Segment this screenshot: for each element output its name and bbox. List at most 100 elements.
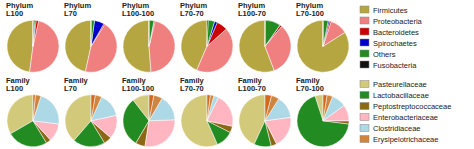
legend-swatch: [360, 39, 369, 46]
legend-swatch: [360, 17, 369, 24]
legend-label: Bacteroidetes: [373, 28, 419, 37]
pie-slices: FirmicutesProteobacteriaBacteroidetesSpi…: [181, 20, 233, 72]
title-line: L70-70: [180, 9, 204, 18]
pie-slice: Firmicutes: [7, 20, 33, 72]
pie-slices: PasteurellaceaeLactobacillaceaePeptostre…: [123, 95, 175, 147]
legend-label: Pasteurellaceae: [373, 80, 427, 89]
title-line: L70-70: [180, 84, 204, 93]
pie-slice: [323, 95, 327, 121]
pie-chart: PhylumL100-70 FirmicutesProteobacteriaBac…: [238, 1, 291, 72]
chart-title: PhylumL100-100: [122, 1, 154, 18]
title-line: L100-100: [122, 9, 154, 18]
pie-chart: FamilyL70-100 PasteurellaceaeLactobacilla…: [296, 76, 349, 147]
chart-title: PhylumL100-70: [238, 1, 266, 18]
title-line: L100: [6, 84, 23, 93]
legend-label: Others: [373, 50, 396, 59]
chart-title: PhylumL70-70: [180, 1, 207, 18]
pie-chart: FamilyL100-100PasteurellaceaeLactobacill…: [122, 76, 175, 147]
pie-slices: PasteurellaceaeLactobacillaceaePeptostre…: [239, 95, 291, 147]
legend-label: Peptostreptococcaceae: [373, 102, 451, 111]
title-line: L70: [64, 9, 77, 18]
pie-slice: [149, 95, 154, 121]
pie-slice: [91, 95, 95, 121]
pie-slice: Clostridiaceae: [207, 96, 218, 121]
chart-title: FamilyL70-70: [180, 76, 205, 93]
pie-slice: Firmicutes: [297, 20, 349, 72]
pie-chart: PhylumL70-70 FirmicutesProteobacteriaBact…: [180, 1, 233, 72]
pie-slice: Enterobacteriaceae: [145, 120, 175, 147]
legend: FirmicutesProteobacteriaBacteroidetesSpi…: [360, 6, 423, 70]
pie-slice: Proteobacteria: [149, 21, 175, 72]
legend-swatch: [360, 103, 369, 110]
title-line: L70-100: [296, 9, 324, 18]
pie-slice: Others: [265, 20, 280, 46]
chart-title: PhylumL70-100: [296, 1, 324, 18]
legend-label: Lactobacillaceae: [373, 91, 429, 100]
pie-slices: FirmicutesProteobacteriaBacteroidetesSpi…: [7, 20, 59, 72]
pie-slice: Firmicutes: [123, 20, 151, 72]
pie-slice: Others: [91, 20, 95, 46]
pie-slice: Fusobacteria: [265, 20, 266, 46]
legend: Pasteurellaceae Lactobacillaceae Peptostre…: [360, 80, 451, 144]
pie-chart: FamilyL70 PasteurellaceaeLactobacillaceae…: [64, 76, 117, 147]
pie-slices: PasteurellaceaeLactobacillaceaePeptostre…: [181, 95, 233, 147]
pie-chart: PhylumL100-100 FirmicutesProteobacteriaBa…: [122, 1, 175, 72]
legend-swatch: [360, 81, 369, 88]
legend-label: Proteobacteria: [373, 17, 423, 26]
title-line: L100-70: [238, 84, 266, 93]
pie-slice: Proteobacteria: [30, 21, 59, 72]
chart-title: FamilyL100: [6, 76, 31, 93]
pie-slice: Others: [207, 20, 215, 46]
pie-slices: PasteurellaceaeLactobacillaceaePeptostre…: [7, 95, 59, 147]
legend-label: Enterobacteriaceae: [373, 113, 438, 122]
legend-swatch: [360, 136, 369, 143]
pie-slice: Spirochaetes: [91, 20, 104, 46]
pie-slice: Bacteroidetes: [33, 20, 39, 46]
pie-chart: PhylumL100 FirmicutesProteobacteriaBacter…: [6, 1, 59, 72]
pie-slices: FirmicutesProteobacteriaBacteroidetesSpi…: [65, 20, 117, 72]
title-line: L100: [6, 9, 23, 18]
pie-slice: Spirochaetes: [323, 21, 330, 46]
pie-slice: Erysipelotrichaceae: [265, 96, 279, 121]
legend-swatch: [360, 28, 369, 35]
pie-slice: [207, 95, 210, 121]
pie-slice: Bacteroidetes: [323, 21, 331, 46]
chart-title: FamilyL70-100: [296, 76, 324, 93]
pie-slice: Fusobacteria: [323, 20, 324, 46]
legend-label: Fusobacteria: [373, 61, 417, 70]
legend-label: Firmicutes: [373, 6, 408, 15]
pie-chart: PhylumL70-100FirmicutesProteobacteriaBac…: [296, 1, 349, 72]
legend-swatch: [360, 61, 369, 68]
pie-slices: PasteurellaceaeLactobacillaceaePeptostre…: [297, 95, 349, 147]
pie-slice: [265, 95, 271, 121]
pie-slice: Others: [33, 20, 35, 46]
pie-chart: FamilyL100 PasteurellaceaeLactobacillacea…: [6, 76, 59, 147]
legend-label: Erysipelotrichaceae: [373, 135, 438, 144]
pie-slice: Bacteroidetes: [149, 21, 155, 47]
legend-label: Clostridiaceae: [373, 124, 421, 133]
pie-slices: FirmicutesProteobacteriaBacteroidetesSpi…: [123, 20, 175, 72]
legend-swatch: [360, 50, 369, 57]
pie-chart: FamilyL100-70 PasteurellaceaeLactobacilla…: [238, 76, 291, 147]
pie-slices: PasteurellaceaeLactobacillaceaePeptostre…: [65, 95, 117, 147]
pie-slice: Fusobacteria: [33, 20, 34, 46]
title-line: L100-70: [238, 9, 266, 18]
chart-title: FamilyL70: [64, 76, 89, 93]
pie-slice: Erysipelotrichaceae: [149, 95, 162, 121]
pie-slice: Spirochaetes: [33, 20, 36, 46]
pie-slices: FirmicutesProteobacteriaBacteroidetesSpi…: [239, 20, 291, 72]
pie-slice: Erysipelotrichaceae: [207, 95, 214, 121]
chart-title: PhylumL100: [6, 1, 33, 18]
pie-slice: Proteobacteria: [85, 24, 117, 72]
title-line: L70: [64, 84, 77, 93]
pie-slice: Spirochaetes: [149, 21, 154, 47]
pie-slice: Erysipelotrichaceae: [33, 95, 41, 121]
pie-slice: Fusobacteria: [149, 20, 150, 46]
legend-swatch: [360, 92, 369, 99]
pie-slice: Others: [149, 20, 154, 46]
pie-slice: Erysipelotrichaceae: [91, 95, 102, 121]
pie-slice: Erysipelotrichaceae: [323, 95, 333, 121]
pie-chart: FamilyL70-70 PasteurellaceaeLactobacillac…: [180, 76, 233, 147]
title-line: L70-100: [296, 84, 324, 93]
chart-title: FamilyL100-70: [238, 76, 266, 93]
